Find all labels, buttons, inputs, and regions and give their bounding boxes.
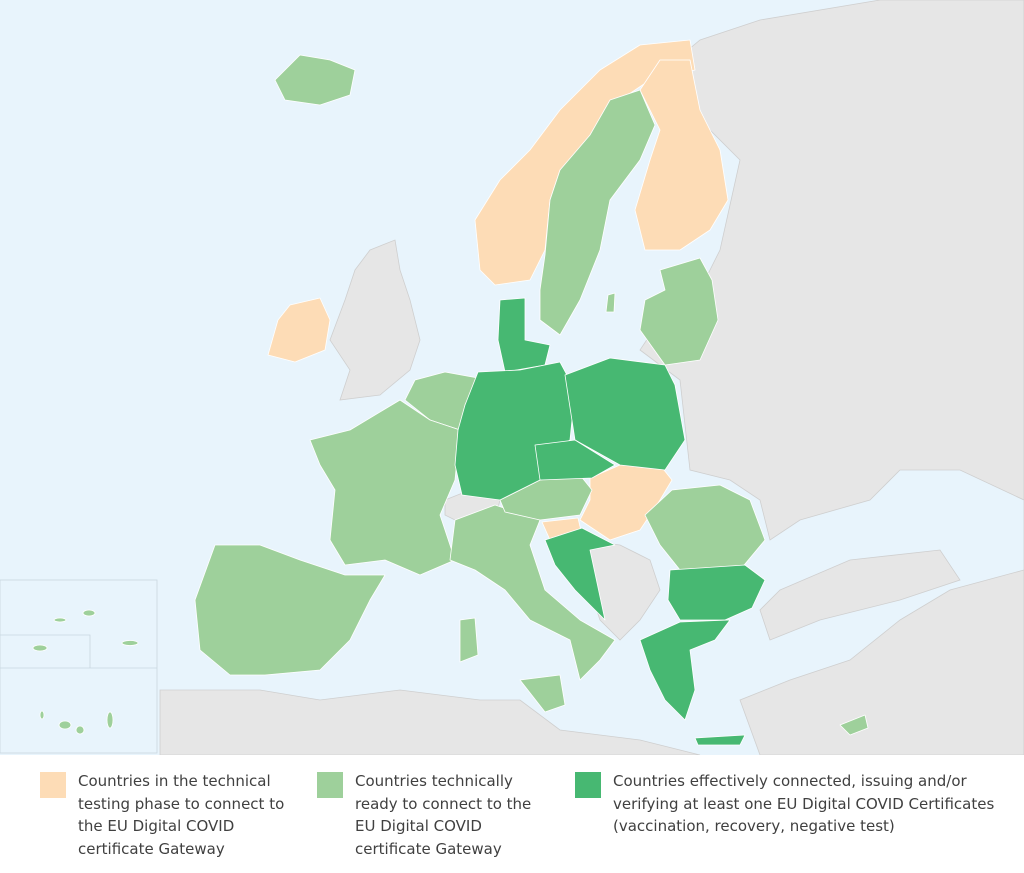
non-eu-land bbox=[159, 0, 1024, 755]
country-croatia bbox=[544, 527, 616, 621]
country-iceland bbox=[274, 54, 356, 106]
country-finland bbox=[634, 59, 729, 251]
legend: Countries in the technical testing phase… bbox=[0, 772, 1024, 872]
country-czechia bbox=[534, 439, 616, 481]
country-gotland bbox=[605, 292, 616, 313]
country-crete bbox=[694, 734, 746, 746]
country-spain-portugal bbox=[194, 544, 386, 676]
country-sweden bbox=[539, 89, 656, 336]
status-connected-group bbox=[454, 297, 766, 746]
legend-item-testing: Countries in the technical testing phase… bbox=[40, 772, 290, 860]
country-italy bbox=[449, 504, 616, 681]
country-romania bbox=[644, 484, 766, 571]
atlantic-islands-inset bbox=[0, 579, 158, 754]
status-testing-group bbox=[267, 39, 729, 541]
legend-swatch-ready bbox=[317, 772, 343, 798]
country-sardinia bbox=[459, 617, 479, 663]
legend-swatch-testing bbox=[40, 772, 66, 798]
country-cyprus bbox=[839, 714, 869, 736]
legend-label-connected: Countries effectively connected, issuing… bbox=[613, 772, 995, 835]
legend-label-testing: Countries in the technical testing phase… bbox=[78, 772, 285, 858]
legend-swatch-connected bbox=[575, 772, 601, 798]
country-bulgaria bbox=[667, 564, 766, 621]
country-sicily bbox=[519, 674, 566, 713]
country-poland bbox=[564, 357, 686, 471]
legend-label-ready: Countries technically ready to connect t… bbox=[355, 772, 532, 858]
legend-item-connected: Countries effectively connected, issuing… bbox=[575, 772, 1005, 838]
country-ireland bbox=[267, 297, 331, 363]
europe-map bbox=[0, 0, 1024, 755]
country-greece bbox=[639, 619, 731, 721]
country-denmark bbox=[497, 297, 551, 373]
legend-item-ready: Countries technically ready to connect t… bbox=[317, 772, 547, 860]
country-baltics bbox=[639, 257, 719, 366]
status-ready-group bbox=[0, 54, 869, 754]
